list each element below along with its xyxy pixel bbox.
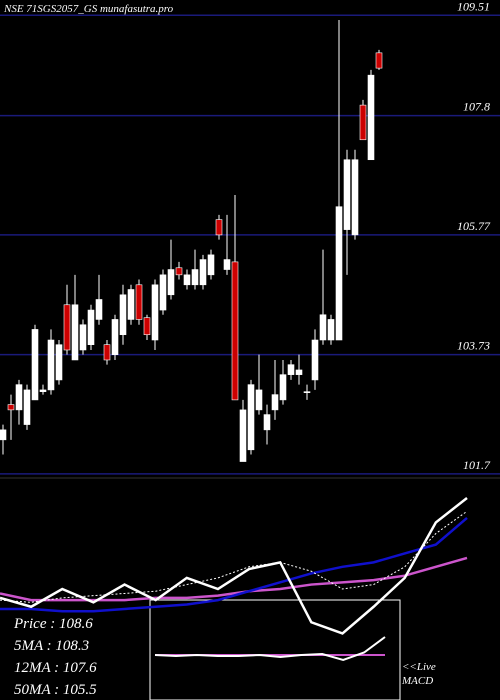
candle-body xyxy=(311,339,319,381)
candle-body xyxy=(271,394,279,411)
candle-body xyxy=(223,259,231,270)
candle-body xyxy=(359,104,367,141)
candle-body xyxy=(15,384,23,411)
candle-body xyxy=(111,319,119,355)
y-tick-label: 109.51 xyxy=(457,0,490,13)
candle-body xyxy=(319,314,327,341)
candle-body xyxy=(127,289,135,320)
candle-body xyxy=(95,299,103,320)
legend-text: 12MA : 107.6 xyxy=(14,660,97,676)
indicator-line xyxy=(0,556,468,602)
candle-body xyxy=(167,269,175,296)
y-tick-label: 101.7 xyxy=(463,458,491,472)
candle-body xyxy=(103,344,111,361)
candle-body xyxy=(247,384,255,451)
candle-body xyxy=(55,344,63,381)
candle-body xyxy=(287,364,295,375)
indicator-line xyxy=(0,496,468,635)
candle-body xyxy=(255,389,263,411)
candle-body xyxy=(343,159,351,230)
candle-body xyxy=(71,304,79,361)
candle-body xyxy=(191,269,199,286)
candle-body xyxy=(303,391,311,393)
candle-body xyxy=(335,206,343,341)
candle-body xyxy=(175,267,183,276)
candle-body xyxy=(143,317,151,336)
chart-title: NSE 71SGS2057_GS munafasutra.pro xyxy=(3,3,174,15)
y-tick-label: 105.77 xyxy=(457,219,491,233)
candle-body xyxy=(295,369,303,375)
y-tick-label: 103.73 xyxy=(457,339,490,353)
candle-body xyxy=(135,284,143,320)
candle-body xyxy=(47,339,55,391)
candle-body xyxy=(327,319,335,341)
candle-body xyxy=(87,309,95,346)
candle-body xyxy=(0,429,7,441)
candle-body xyxy=(199,259,207,286)
macd-label: MACD xyxy=(401,675,433,687)
legend-text: 50MA : 105.5 xyxy=(14,682,97,698)
macd-line xyxy=(154,636,386,662)
candle-body xyxy=(351,159,359,236)
candle-body xyxy=(63,304,71,351)
candle-body xyxy=(183,274,191,286)
indicator-line xyxy=(0,510,468,603)
candle-body xyxy=(79,324,87,351)
candle-body xyxy=(7,404,15,411)
macd-box xyxy=(149,599,401,700)
candle-body xyxy=(151,284,159,341)
candle-body xyxy=(207,254,215,276)
candle-body xyxy=(23,389,31,425)
candle-body xyxy=(279,374,287,401)
candle-body xyxy=(31,329,39,401)
legend-text: Price : 108.6 xyxy=(13,616,93,632)
candle-body xyxy=(367,74,375,161)
y-tick-label: 107.8 xyxy=(463,100,490,114)
candle-body xyxy=(239,409,247,462)
indicator-line xyxy=(0,517,468,613)
candle-body xyxy=(231,261,239,401)
candle-body xyxy=(159,274,167,311)
candle-body xyxy=(215,219,223,236)
legend-text: 5MA : 108.3 xyxy=(14,638,89,654)
candle-body xyxy=(375,52,383,69)
candle-body xyxy=(119,294,127,336)
candle-body xyxy=(263,414,271,431)
candle-body xyxy=(39,389,47,392)
live-label: <<Live xyxy=(402,661,436,673)
